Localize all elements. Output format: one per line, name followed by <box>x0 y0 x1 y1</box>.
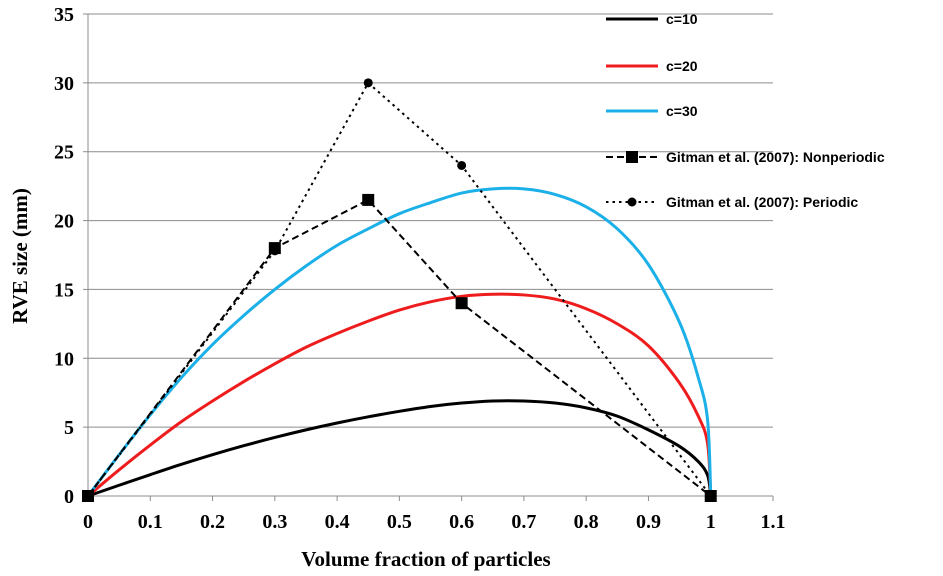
series-4-line <box>87 198 712 497</box>
legend-item: Gitman et al. (2007): Periodic <box>606 194 858 210</box>
x-axis-title: Volume fraction of particles <box>301 547 550 571</box>
series-5-point <box>363 78 373 88</box>
legend-label: Gitman et al. (2007): Nonperiodic <box>666 149 885 165</box>
y-tick-label: 10 <box>54 348 74 370</box>
x-tick-label: 1.1 <box>761 511 786 533</box>
series-5-point <box>706 491 716 501</box>
legend-marker <box>627 197 637 207</box>
x-tick-label: 0.1 <box>138 511 163 533</box>
y-tick-label: 25 <box>54 142 74 164</box>
series-3-line <box>86 186 713 497</box>
legend-item: c=30 <box>606 103 698 119</box>
x-tick-label: 0.4 <box>325 511 350 533</box>
plot-series <box>82 78 717 502</box>
legend: c=10 c=20 c=30 Gitman et al. (2007): Nonper… <box>606 11 885 210</box>
series-4-point <box>362 193 375 206</box>
series-1-line <box>87 399 713 498</box>
x-tick-label: 0 <box>83 511 93 533</box>
gridlines <box>88 13 773 428</box>
x-tick-label: 0.5 <box>387 511 412 533</box>
legend-label: c=20 <box>666 58 698 74</box>
x-tick-label: 0.9 <box>636 511 661 533</box>
x-tick-label: 0.6 <box>449 511 474 533</box>
legend-label: c=10 <box>666 11 698 27</box>
x-tick-labels: 0 0.1 0.2 0.3 0.4 0.5 0.6 0.7 0.8 0.9 1 1.1 <box>83 511 786 533</box>
legend-label: c=30 <box>666 103 698 119</box>
y-axis-title: RVE size (mm) <box>8 188 32 324</box>
series-5-point <box>457 160 467 170</box>
legend-item: c=20 <box>606 58 698 74</box>
legend-marker <box>626 151 638 163</box>
y-tick-labels: 0 5 10 15 20 25 30 35 <box>54 4 74 508</box>
y-tick-label: 5 <box>64 417 74 439</box>
legend-label: Gitman et al. (2007): Periodic <box>666 194 858 210</box>
x-tick-label: 1 <box>706 511 716 533</box>
x-tick-label: 0.8 <box>574 511 599 533</box>
legend-item: c=10 <box>606 11 698 27</box>
x-tick-label: 0.7 <box>511 511 536 533</box>
y-tick-label: 15 <box>54 279 74 301</box>
y-tick-label: 30 <box>54 73 74 95</box>
series-4-point <box>455 297 468 310</box>
series-2-line <box>87 292 713 498</box>
x-tick-label: 0.2 <box>200 511 225 533</box>
y-tick-label: 35 <box>54 4 74 26</box>
y-tick-label: 0 <box>64 486 74 508</box>
x-tick-label: 0.3 <box>262 511 287 533</box>
legend-item: Gitman et al. (2007): Nonperiodic <box>606 149 885 165</box>
axes <box>83 13 774 501</box>
y-tick-label: 20 <box>54 211 74 233</box>
series-5-point <box>270 246 280 256</box>
series-5-point <box>83 491 93 501</box>
